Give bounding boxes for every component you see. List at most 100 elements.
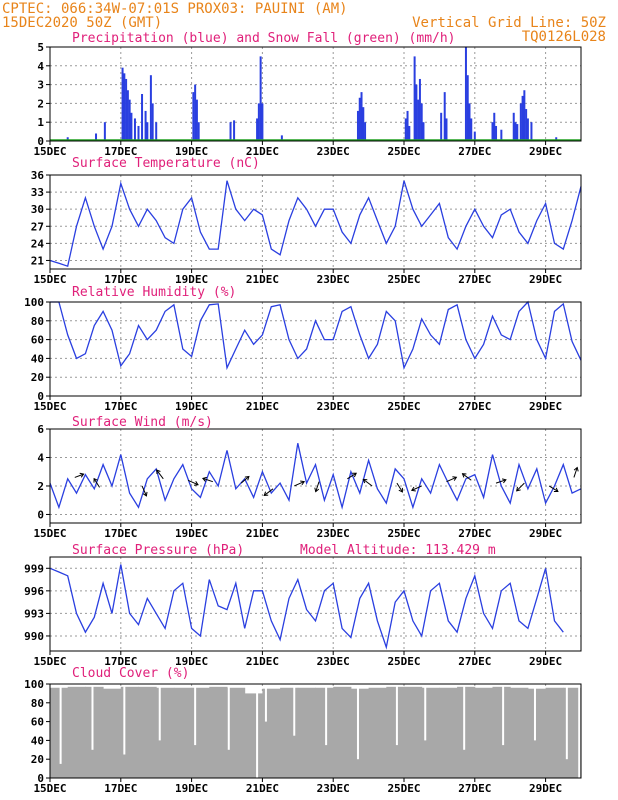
pressure-xtick-label: 29DEC <box>529 655 562 668</box>
wind-vector <box>347 472 357 480</box>
humidity-xtick-label: 23DEC <box>317 400 350 413</box>
wind-vector-head <box>142 491 148 497</box>
cloud-gap <box>424 684 427 741</box>
cloud-bar <box>386 686 405 778</box>
cloud-ytick-label: 100 <box>24 678 44 691</box>
temperature-xtick-label: 17DEC <box>104 273 137 286</box>
temperature-ytick-label: 33 <box>31 186 44 199</box>
panel-humidity: Relative Humidity (%) 0 20 40 60 80 100 15DEC 1… <box>24 285 582 413</box>
cloud-bar <box>492 686 511 778</box>
precipitation-bar <box>261 103 264 141</box>
wind-vector-head <box>244 475 250 481</box>
cloud-gap <box>293 684 296 736</box>
precipitation-bar <box>406 110 409 141</box>
cloud-ytick-label: 80 <box>31 697 44 710</box>
wind-vector-head <box>156 469 161 475</box>
cloud-xtick-label: 29DEC <box>529 782 562 795</box>
precipitation-bar <box>66 137 69 141</box>
wind-vector <box>446 476 457 483</box>
precipitation-bar <box>356 110 359 141</box>
precipitation-bar <box>521 95 524 141</box>
precipitation-xtick-label: 21DEC <box>246 145 279 158</box>
cloud-bar <box>227 687 246 778</box>
precipitation-bar <box>103 122 106 141</box>
cloud-bar <box>209 686 228 778</box>
wind-xtick-label: 27DEC <box>458 527 491 540</box>
cloud-gap <box>256 684 259 778</box>
precipitation-bar <box>233 120 236 141</box>
cloud-bar <box>191 687 210 778</box>
wind-xtick-label: 25DEC <box>387 527 420 540</box>
temperature-ytick-label: 27 <box>31 220 44 233</box>
cloud-gap <box>533 684 536 741</box>
wind-vector <box>315 481 320 492</box>
precipitation-bar <box>130 112 133 141</box>
precipitation-bar <box>362 107 365 141</box>
precipitation-bar <box>408 125 411 141</box>
humidity-frame <box>49 301 582 397</box>
wind-ytick-label: 6 <box>37 423 44 436</box>
precipitation-bar <box>121 67 124 141</box>
panel-wind-title: Surface Wind (m/s) <box>72 415 213 430</box>
cloud-bar <box>333 686 352 778</box>
precipitation-bar <box>415 84 418 141</box>
precipitation-bar <box>519 103 522 141</box>
cloud-bar <box>368 687 387 778</box>
precipitation-bar <box>95 133 98 141</box>
pressure-xtick-label: 21DEC <box>246 655 279 668</box>
precipitation-bar <box>192 92 195 141</box>
precipitation-bar <box>422 122 425 141</box>
precipitation-bar <box>280 135 283 141</box>
cloud-gap <box>578 684 581 778</box>
precipitation-bar <box>404 118 407 141</box>
cloud-bar <box>50 687 69 778</box>
precipitation-xtick-label: 29DEC <box>529 145 562 158</box>
wind-vector <box>396 482 403 493</box>
header-line1: CPTEC: 066:34W-07:01S PROX03: PAUINI (AM… <box>2 1 348 17</box>
cloud-xtick-label: 19DEC <box>175 782 208 795</box>
temperature-series-line <box>49 180 582 268</box>
precipitation-bar <box>525 109 528 141</box>
precipitation-bar <box>149 75 152 141</box>
precipitation-bar <box>257 103 260 141</box>
panel-pressure-altitude: Model Altitude: 113.429 m <box>300 543 496 558</box>
precipitation-bar <box>413 56 416 141</box>
precipitation-bar <box>229 122 232 141</box>
wind-xtick-label: 23DEC <box>317 527 350 540</box>
precipitation-bar <box>155 122 158 141</box>
wind-vector <box>548 485 559 492</box>
humidity-xtick-label: 21DEC <box>246 400 279 413</box>
cloud-gap <box>123 684 126 755</box>
wind-vector-head <box>263 491 269 496</box>
precipitation-bar <box>358 97 361 141</box>
pressure-xtick-label: 25DEC <box>387 655 420 668</box>
humidity-xtick-label: 29DEC <box>529 400 562 413</box>
cloud-ytick-label: 0 <box>37 772 44 785</box>
humidity-series-line <box>50 300 582 371</box>
cloud-xtick-label: 27DEC <box>458 782 491 795</box>
precipitation-bar <box>443 92 446 141</box>
wind-series-line <box>49 443 582 510</box>
temperature-ytick-label: 24 <box>31 237 45 250</box>
wind-vector <box>294 481 305 487</box>
cloud-gap <box>463 684 466 750</box>
pressure-ytick-label: 999 <box>24 562 44 575</box>
panel-temperature: Surface Temperature (nC) 21 24 27 30 33 36 15D… <box>31 156 582 286</box>
cloud-bar <box>138 686 157 778</box>
cloud-bar <box>439 687 458 778</box>
panel-precipitation-title: Precipitation (blue) and Snow Fall (gree… <box>72 31 456 46</box>
temperature-xtick-label: 15DEC <box>33 273 66 286</box>
cloud-xtick-label: 25DEC <box>387 782 420 795</box>
panel-wind: Surface Wind (m/s) 0 2 4 6 15DEC 17DEC 19DEC 21… <box>33 415 582 540</box>
humidity-ytick-label: 0 <box>37 390 44 403</box>
precipitation-bar <box>364 122 367 141</box>
precipitation-bar <box>194 84 197 141</box>
temperature-xtick-label: 19DEC <box>175 273 208 286</box>
wind-vector <box>516 482 525 492</box>
wind-vector-head <box>410 486 416 492</box>
temperature-ytick-label: 30 <box>31 203 44 216</box>
cloud-xtick-label: 23DEC <box>317 782 350 795</box>
cloud-bar <box>262 688 281 778</box>
wind-vector-head <box>93 477 98 483</box>
precipitation-bar <box>500 129 503 141</box>
